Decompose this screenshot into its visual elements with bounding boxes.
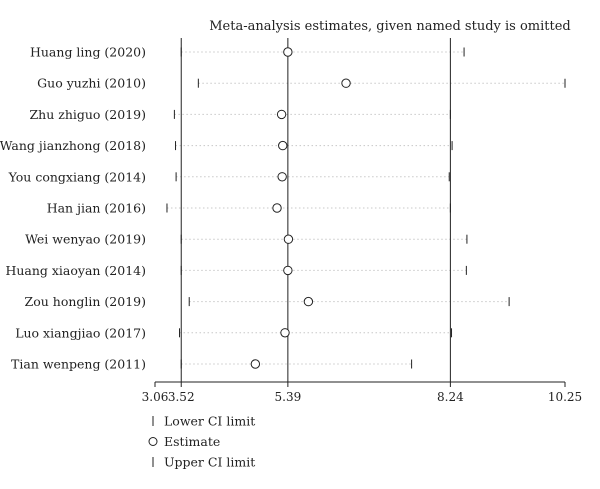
estimate-point — [277, 172, 287, 182]
estimate-point — [276, 109, 287, 120]
legend-label: Upper CI limit — [164, 455, 255, 470]
legend-label: Lower CI limit — [164, 414, 255, 429]
estimate-point — [341, 78, 351, 88]
estimate-point — [283, 265, 293, 276]
study-label: Zhu zhiguo (2019) — [29, 107, 146, 122]
estimate-point — [280, 328, 290, 338]
guide-lines — [166, 51, 565, 365]
x-tick-label: 3.06 — [142, 390, 169, 404]
estimate-point — [278, 140, 288, 151]
x-tick-label: 10.25 — [548, 390, 582, 404]
x-tick-label: 5.39 — [275, 390, 302, 404]
study-label: Zou honglin (2019) — [25, 294, 146, 309]
estimate-point — [272, 203, 282, 213]
legend: Lower CI limit Estimate Upper CI limit — [148, 414, 255, 470]
study-label: Wei wenyao (2019) — [25, 232, 146, 247]
study-label: Huang xiaoyan (2014) — [5, 263, 146, 278]
x-axis: 3.06 3.52 5.39 8.24 10.25 — [142, 381, 582, 404]
x-tick-label: 8.24 — [437, 390, 464, 404]
study-label: Guo yuzhi (2010) — [37, 76, 146, 91]
legend-estimate-symbol — [148, 437, 158, 446]
study-label: Han jian (2016) — [47, 201, 146, 216]
estimate-point — [283, 234, 294, 244]
study-label: Luo xiangjiao (2017) — [15, 325, 146, 340]
chart-title: Meta-analysis estimates, given named stu… — [209, 19, 570, 34]
estimate-point — [303, 296, 314, 307]
estimate-point — [283, 47, 293, 57]
study-label: You congxiang (2014) — [8, 169, 146, 184]
study-rows: Huang ling (2020) Guo yuzhi (2010) Zhu zhi… — [0, 45, 566, 372]
study-label: Tian wenpeng (2011) — [11, 357, 146, 372]
study-label: Huang ling (2020) — [30, 45, 146, 60]
reference-lines — [180, 38, 451, 382]
x-tick-label: 3.52 — [168, 390, 195, 404]
estimate-point — [250, 359, 261, 369]
legend-label: Estimate — [164, 434, 220, 449]
study-label: Wang jianzhong (2018) — [0, 138, 146, 153]
